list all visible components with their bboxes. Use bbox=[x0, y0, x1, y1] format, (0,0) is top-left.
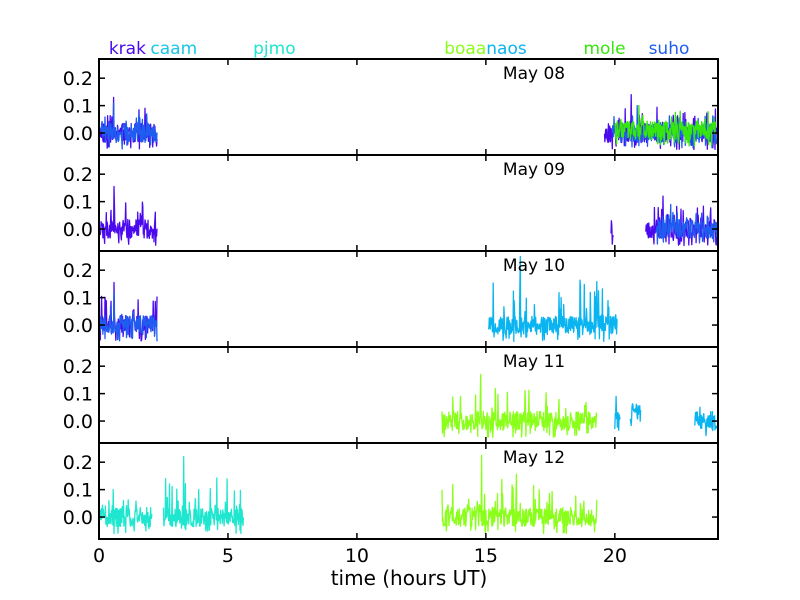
panel-frame bbox=[98, 442, 719, 540]
panel-traces bbox=[441, 373, 718, 439]
panel-5: 0.0 0.1 0.2 May 12 bbox=[63, 442, 719, 540]
y-tick-label: 0.2 bbox=[63, 68, 93, 90]
y-tick-label: 0.0 bbox=[63, 315, 93, 337]
trace-suho bbox=[99, 291, 158, 342]
station-label-mole: mole bbox=[583, 39, 625, 59]
station-label-krak: krak bbox=[109, 39, 146, 59]
x-tick-label: 0 bbox=[93, 545, 105, 567]
x-tick-label: 15 bbox=[474, 545, 498, 567]
panel-traces bbox=[99, 185, 718, 247]
trace-mole bbox=[614, 104, 717, 147]
trace-boaa bbox=[441, 454, 598, 535]
panel-date-label: May 10 bbox=[503, 256, 565, 276]
y-tick-label: 0.1 bbox=[63, 384, 93, 406]
y-tick-label: 0.2 bbox=[63, 452, 93, 474]
trace-krak bbox=[645, 195, 718, 247]
x-axis: 0 5 10 15 20 bbox=[93, 545, 627, 567]
trace-naos bbox=[694, 406, 718, 437]
panel-frame bbox=[98, 250, 719, 348]
station-label-suho: suho bbox=[649, 39, 690, 59]
station-label-boaa: boaa bbox=[444, 39, 486, 59]
x-tick-label: 20 bbox=[603, 545, 627, 567]
trace-pjmo bbox=[162, 456, 245, 535]
panel-frame bbox=[98, 154, 719, 252]
trace-krak bbox=[610, 220, 614, 245]
y-tick-label: 0.0 bbox=[63, 219, 93, 241]
trace-krak bbox=[99, 185, 158, 246]
y-tick-label: 0.1 bbox=[63, 96, 93, 118]
y-tick-label: 0.0 bbox=[63, 507, 93, 529]
trace-suho bbox=[99, 102, 158, 150]
panel-traces bbox=[99, 255, 618, 343]
panel-frame bbox=[98, 346, 719, 444]
trace-boaa bbox=[441, 373, 598, 439]
x-axis-label: time (hours UT) bbox=[331, 566, 488, 590]
trace-pjmo bbox=[99, 488, 153, 535]
chart-panels: 0.0 0.1 0.2 May 08 0.0 0.1 0.2 May 09 0.0 0.1 0.2 M… bbox=[63, 58, 719, 540]
station-label-pjmo: pjmo bbox=[253, 39, 295, 59]
y-tick-label: 0.2 bbox=[63, 356, 93, 378]
y-tick-label: 0.1 bbox=[63, 288, 93, 310]
x-tick-label: 10 bbox=[345, 545, 369, 567]
panel-traces bbox=[99, 454, 598, 535]
x-tick-label: 5 bbox=[222, 545, 234, 567]
station-label-naos: naos bbox=[486, 39, 527, 59]
panel-2: 0.0 0.1 0.2 May 09 bbox=[63, 154, 719, 252]
y-tick-label: 0.1 bbox=[63, 480, 93, 502]
panel-4: 0.0 0.1 0.2 May 11 bbox=[63, 346, 719, 444]
panel-1: 0.0 0.1 0.2 May 08 bbox=[63, 58, 719, 156]
station-label-caam: caam bbox=[150, 39, 197, 59]
panel-date-label: May 09 bbox=[503, 160, 565, 180]
y-tick-label: 0.2 bbox=[63, 164, 93, 186]
station-legend: krak caam pjmo boaa naos mole suho bbox=[109, 39, 690, 59]
y-tick-label: 0.0 bbox=[63, 411, 93, 433]
panel-date-label: May 11 bbox=[503, 352, 565, 372]
panel-date-label: May 12 bbox=[503, 448, 565, 468]
panel-traces bbox=[99, 94, 718, 151]
trace-naos bbox=[487, 255, 618, 343]
y-tick-label: 0.1 bbox=[63, 192, 93, 214]
trace-suho bbox=[655, 203, 718, 245]
y-tick-label: 0.2 bbox=[63, 260, 93, 282]
panel-date-label: May 08 bbox=[503, 64, 565, 84]
panel-3: 0.0 0.1 0.2 May 10 bbox=[63, 250, 719, 348]
trace-naos bbox=[629, 403, 642, 427]
y-tick-label: 0.0 bbox=[63, 123, 93, 145]
trace-naos bbox=[614, 395, 621, 431]
